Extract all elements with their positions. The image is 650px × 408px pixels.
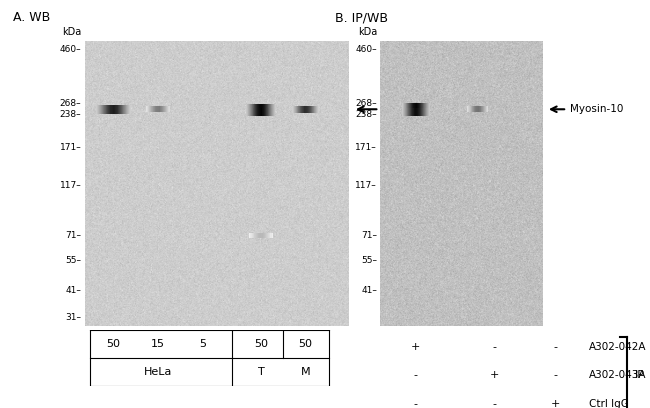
Text: 171–: 171– xyxy=(356,143,377,152)
Text: B. IP/WB: B. IP/WB xyxy=(335,11,388,24)
Text: 50: 50 xyxy=(107,339,120,349)
Text: HeLa: HeLa xyxy=(144,367,172,377)
Text: +: + xyxy=(551,399,560,408)
Text: T: T xyxy=(257,367,265,377)
Text: 460–: 460– xyxy=(60,45,81,54)
Text: 50: 50 xyxy=(298,339,313,349)
Text: Ctrl IgG: Ctrl IgG xyxy=(589,399,629,408)
Text: M: M xyxy=(301,367,311,377)
Text: kDa: kDa xyxy=(358,27,377,37)
Text: +: + xyxy=(411,341,421,352)
Text: +: + xyxy=(489,370,499,380)
Text: -: - xyxy=(554,370,558,380)
Text: 460–: 460– xyxy=(356,45,377,54)
Text: 5: 5 xyxy=(200,339,207,349)
Text: 71–: 71– xyxy=(361,231,377,240)
Text: A302-043A: A302-043A xyxy=(589,370,647,380)
Text: 55–: 55– xyxy=(361,256,377,265)
Text: 268–: 268– xyxy=(60,99,81,108)
Text: 41–: 41– xyxy=(66,286,81,295)
Text: A302-042A: A302-042A xyxy=(589,341,647,352)
Text: -: - xyxy=(492,399,496,408)
Text: kDa: kDa xyxy=(62,27,81,37)
Text: -: - xyxy=(414,370,418,380)
Text: 31–: 31– xyxy=(65,313,81,322)
Text: 238–: 238– xyxy=(60,111,81,120)
Text: Myosin-10: Myosin-10 xyxy=(571,104,624,114)
Text: Myosin-10: Myosin-10 xyxy=(385,104,438,114)
Text: 171–: 171– xyxy=(60,143,81,152)
Text: 15: 15 xyxy=(151,339,165,349)
Text: 117–: 117– xyxy=(356,181,377,190)
Text: -: - xyxy=(414,399,418,408)
Text: 268–: 268– xyxy=(356,99,377,108)
Text: 71–: 71– xyxy=(65,231,81,240)
Text: 117–: 117– xyxy=(60,181,81,190)
Text: 41–: 41– xyxy=(361,286,377,295)
Text: -: - xyxy=(492,341,496,352)
Text: 55–: 55– xyxy=(65,256,81,265)
Text: IP: IP xyxy=(635,370,645,380)
Text: 50: 50 xyxy=(254,339,268,349)
Text: A. WB: A. WB xyxy=(13,11,50,24)
Text: -: - xyxy=(554,341,558,352)
Text: 238–: 238– xyxy=(356,111,377,120)
